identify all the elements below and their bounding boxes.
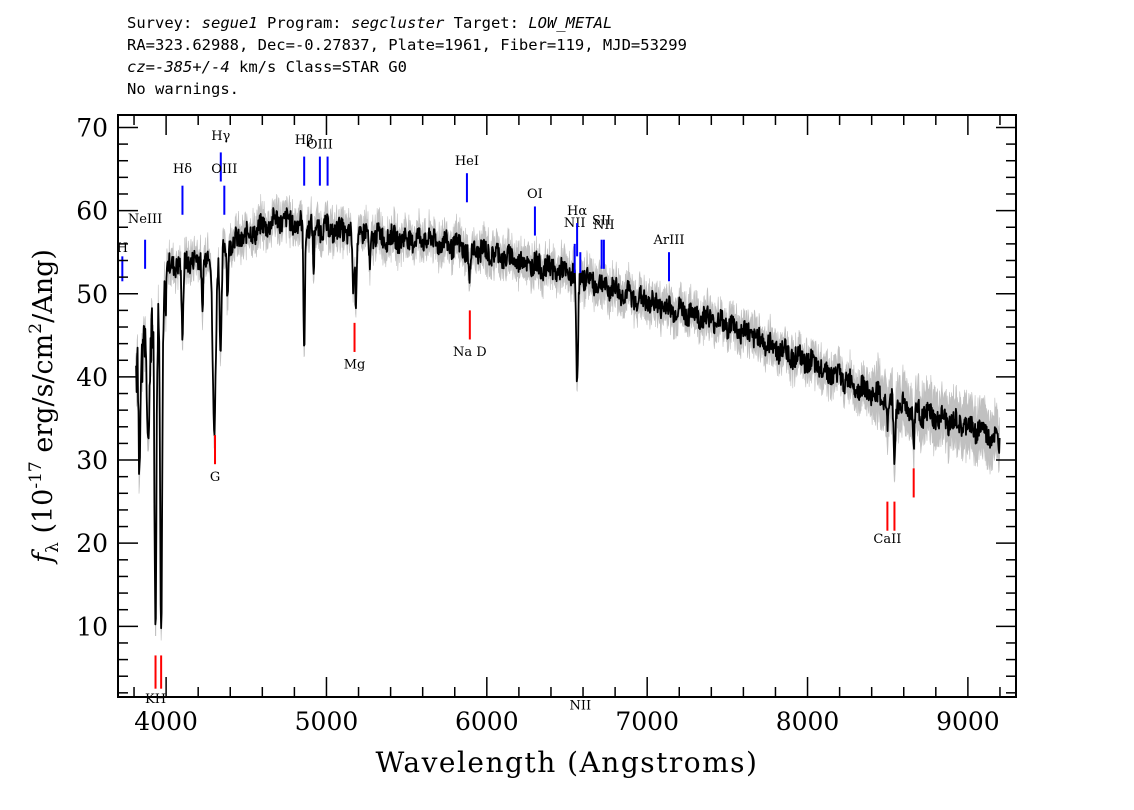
emission-line-label: NII <box>564 216 586 231</box>
survey-label: Survey: <box>127 14 202 32</box>
error-band <box>135 194 1000 641</box>
emission-line-label: OIII <box>307 137 333 152</box>
plot-frame <box>117 114 1017 698</box>
program-value: segcluster <box>350 14 445 32</box>
emission-line-label: NII <box>593 218 615 233</box>
cz-value: cz=-385+/-4 <box>127 58 230 76</box>
header-line-coordinates: RA=323.62988, Dec=-0.27837, Plate=1961, … <box>127 36 687 54</box>
x-tick-label: 7000 <box>615 707 679 736</box>
y-tick-label: 30 <box>76 446 108 475</box>
y-tick-label: 10 <box>76 612 108 641</box>
survey-value: segue1 <box>201 14 258 32</box>
emission-line-label: H <box>117 241 128 256</box>
emission-line-label: HeI <box>455 154 479 169</box>
line-markers: HNeIIIHδHγOIIIHβOIIIHeIOINIIHαNIISIINIIA… <box>117 129 915 713</box>
absorption-line-label: G <box>210 470 220 485</box>
target-value: LOW_METAL <box>528 14 613 32</box>
y-axis: 10 20 30 40 50 60 70 <box>76 113 1016 694</box>
flux-line <box>135 207 1001 630</box>
emission-line-label: NeIII <box>128 212 162 227</box>
emission-line-label: Hα <box>567 204 587 219</box>
x-axis-label: Wavelength (Angstroms) <box>376 746 759 779</box>
x-tick-label: 8000 <box>776 707 840 736</box>
emission-line-label: NII <box>569 698 591 713</box>
x-tick-label: 9000 <box>936 707 1000 736</box>
x-tick-label: 4000 <box>134 707 198 736</box>
emission-line-label: ArIII <box>652 233 684 248</box>
y-tick-label: 20 <box>76 529 108 558</box>
flux-series <box>135 207 1001 630</box>
y-tick-label: 50 <box>76 280 108 309</box>
absorption-line-label: KH <box>145 692 166 707</box>
emission-line-label: Hβ <box>295 133 314 148</box>
emission-line-label: OI <box>527 187 543 202</box>
emission-line-label: OIII <box>211 162 237 177</box>
y-tick-label: 70 <box>76 113 108 142</box>
y-tick-label: 40 <box>76 363 108 392</box>
header-line-warnings: No warnings. <box>127 80 239 98</box>
x-axis: 4000 5000 6000 7000 8000 9000 <box>133 115 1001 736</box>
header-line-survey: Survey: segue1 Program: segcluster Targe… <box>127 12 687 34</box>
x-tick-label: 5000 <box>295 707 359 736</box>
program-label: Program: <box>257 14 351 32</box>
class-value: km/s Class=STAR G0 <box>229 58 407 76</box>
header-line-redshift: cz=-385+/-4 km/s Class=STAR G0 <box>127 56 687 78</box>
spectrum-header: Survey: segue1 Program: segcluster Targe… <box>127 12 687 100</box>
absorption-line-label: Na D <box>453 345 487 360</box>
absorption-line-label: CaII <box>873 532 901 547</box>
absorption-line-label: Mg <box>344 358 366 373</box>
y-axis-label: fλ (10-17 erg/s/cm2/Ang) <box>26 249 63 565</box>
emission-line-label: Hδ <box>173 162 192 177</box>
y-tick-label: 60 <box>76 197 108 226</box>
flux-error-band <box>135 194 1000 641</box>
emission-line-label: Hγ <box>211 129 230 144</box>
x-tick-label: 6000 <box>455 707 519 736</box>
emission-line-label: SII <box>592 214 611 229</box>
target-label: Target: <box>444 14 529 32</box>
